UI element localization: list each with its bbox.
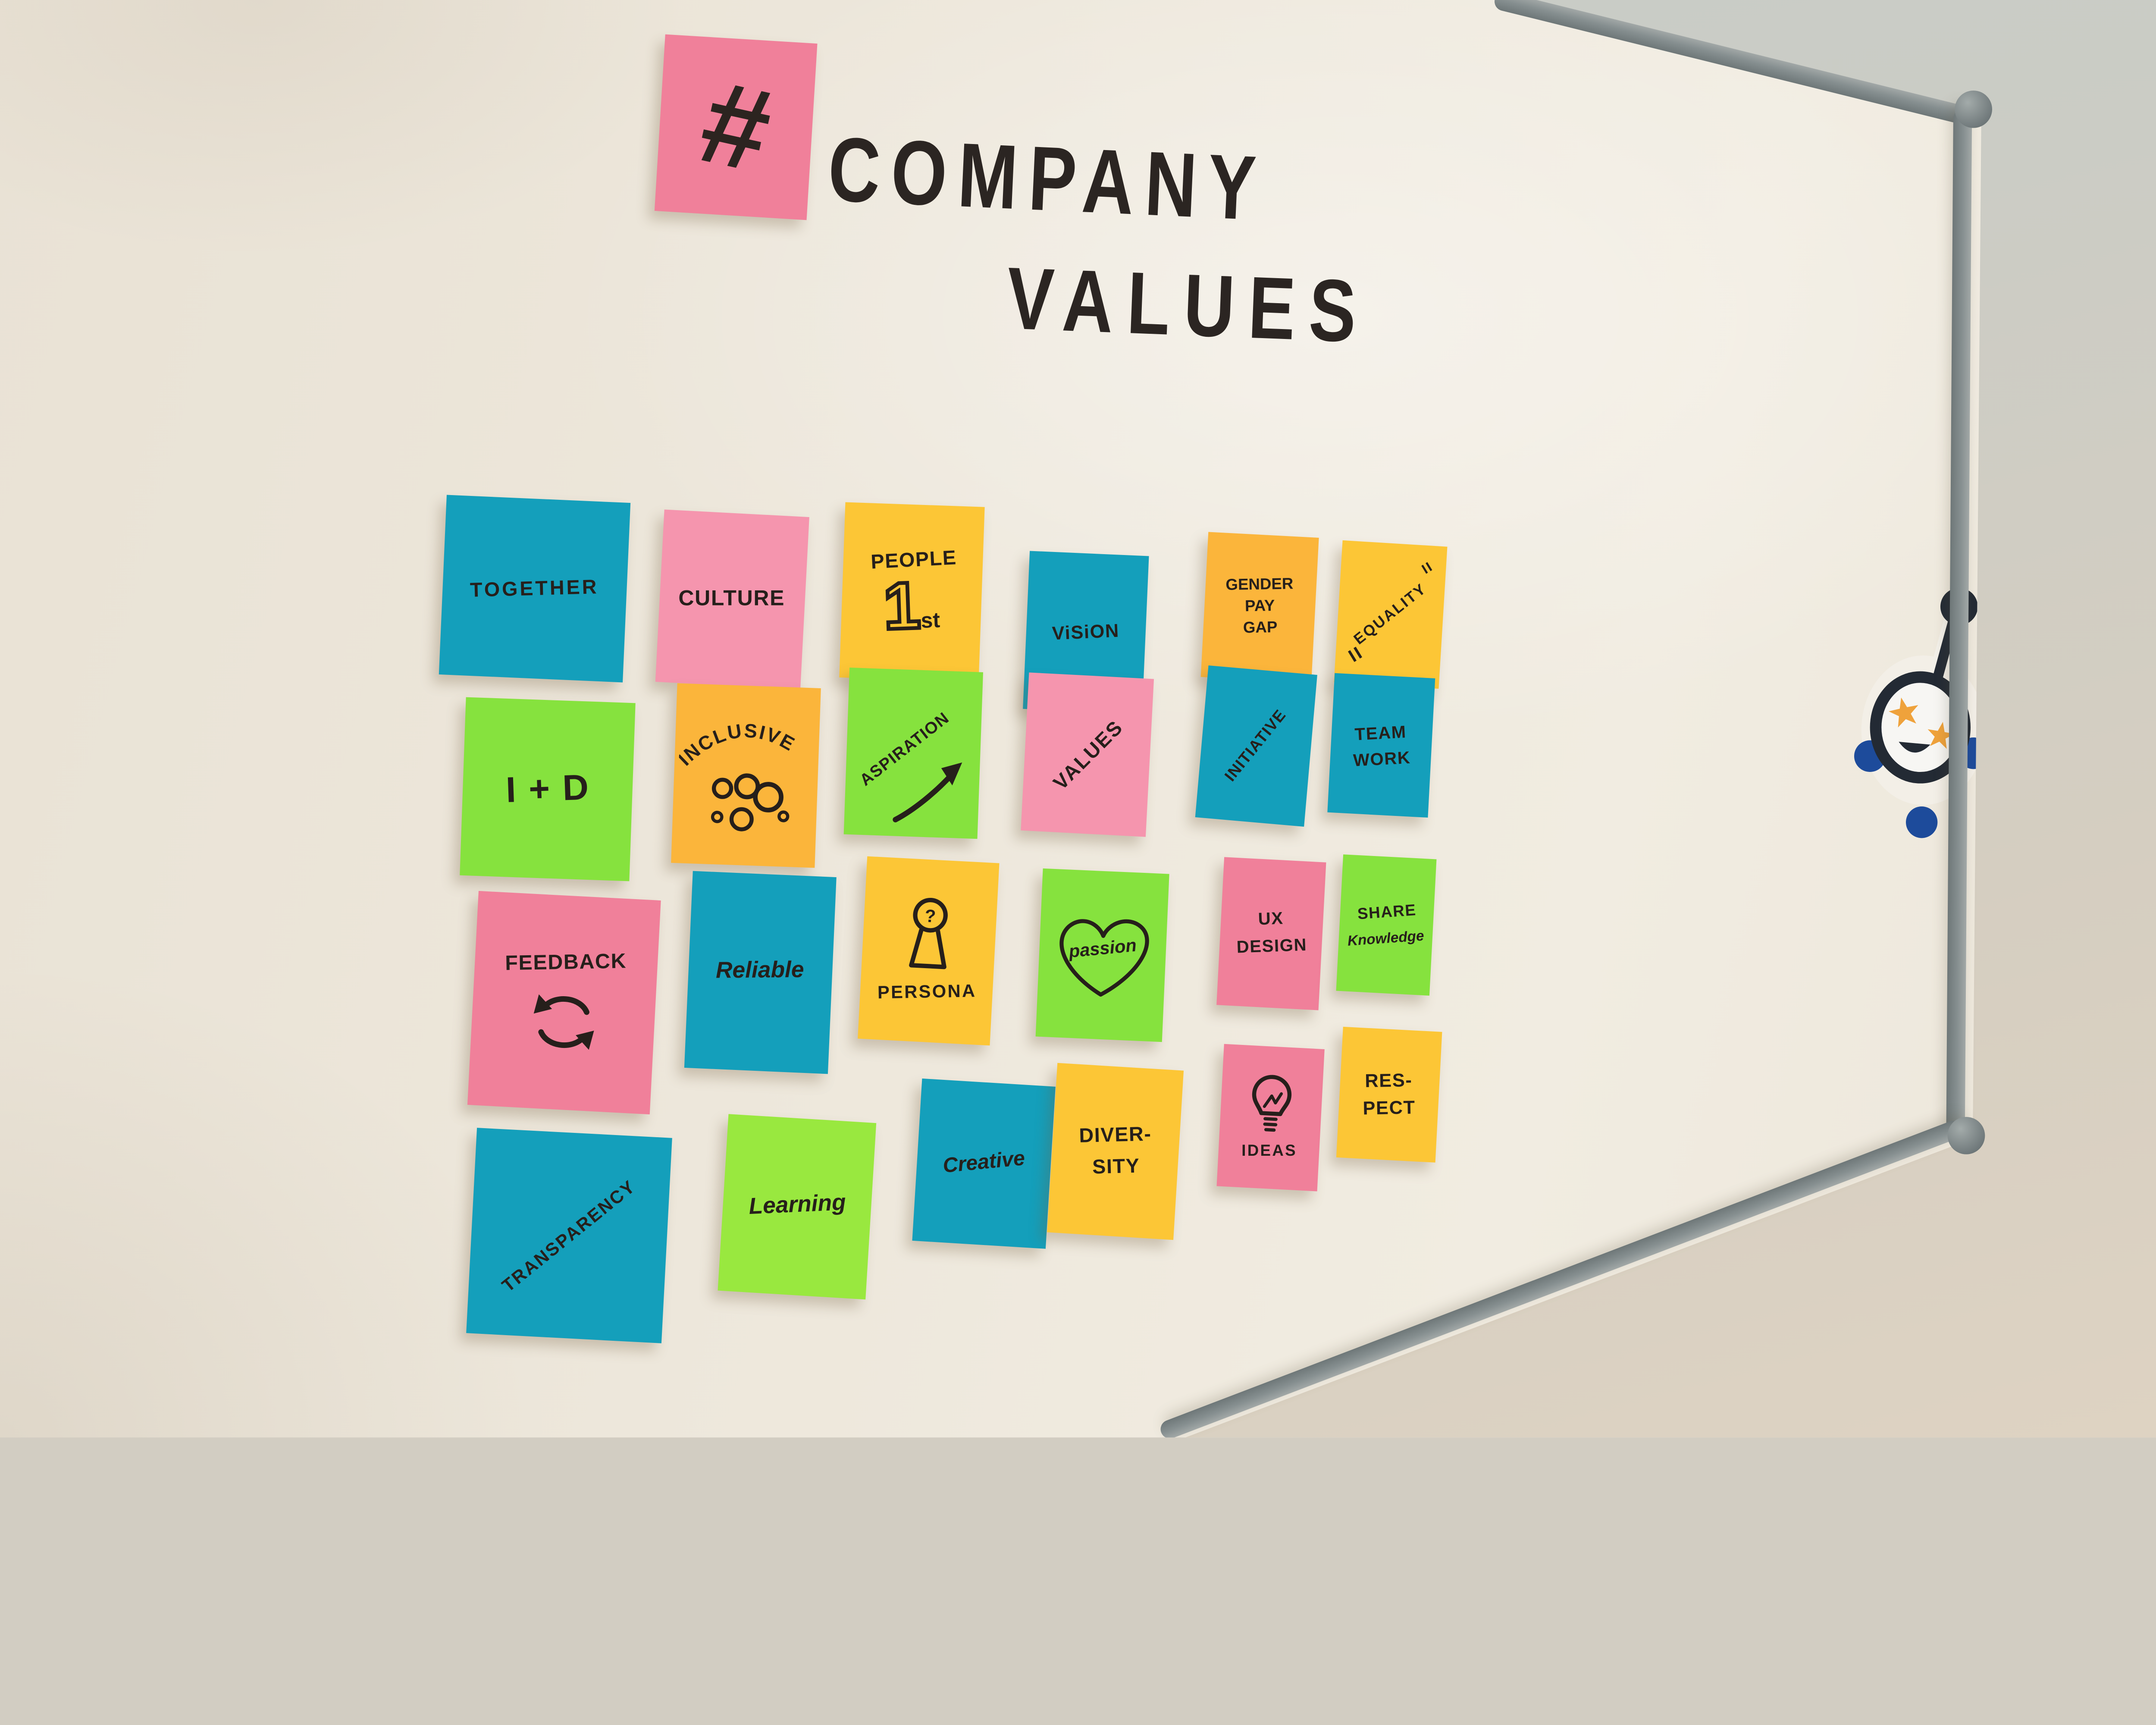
note-label: FEEDBACK — [505, 950, 627, 976]
note-label: SHARE — [1357, 903, 1417, 924]
sticky-note-gender-pay-gap: GENDER PAY GAP — [1200, 532, 1319, 683]
sticky-note-culture: CULTURE — [655, 509, 809, 690]
note-label: EQUALITY — [1350, 579, 1430, 648]
sticky-note-diversity: DIVER- SITY — [1047, 1063, 1184, 1240]
number-1st-icon: 1st — [881, 566, 941, 646]
sticky-note-team-work: TEAM WORK — [1327, 673, 1435, 818]
note-label: IDEAS — [1241, 1143, 1297, 1161]
equals-sign-icon: = — [1339, 641, 1370, 668]
note-label: INITIATIVE — [1222, 706, 1290, 785]
svg-text:?: ? — [924, 906, 937, 927]
equals-sign-icon: = — [1415, 557, 1440, 578]
sticky-note-passion: passion — [1035, 868, 1169, 1042]
sticky-note-aspiration: ASPIRATION — [843, 668, 983, 839]
cycle-arrows-icon — [533, 994, 593, 1050]
up-right-arrow-icon — [893, 762, 962, 822]
note-sublabel: Knowledge — [1347, 928, 1425, 950]
note-label: I + D — [505, 767, 591, 811]
sticky-note-ux-design: UX DESIGN — [1216, 857, 1326, 1010]
note-label: RES- PECT — [1363, 1068, 1416, 1118]
sticky-note-inclusive: INCLUSIVE — [671, 683, 821, 868]
hashtag-sticky-note: # — [654, 34, 818, 220]
magnet-dot-bottom — [1906, 806, 1938, 838]
whiteboard-photo: # COMPANY VALUES TOGETHER CULTURE PEOPLE… — [0, 0, 2156, 1438]
sticky-note-transparency: TRANSPARENCY — [466, 1128, 672, 1343]
note-label: Learning — [748, 1191, 846, 1220]
note-label: DIVER- SITY — [1078, 1122, 1152, 1178]
star-eye-right — [1927, 721, 1955, 749]
frame-corner-cap-bottom — [1947, 1117, 1985, 1154]
sticky-note-reliable: Reliable — [684, 871, 837, 1074]
star-eye-left — [1889, 697, 1918, 728]
board-title-line2: VALUES — [1005, 249, 1372, 361]
sticky-note-equality: = EQUALITY = — [1334, 540, 1448, 689]
note-label: GENDER PAY GAP — [1225, 576, 1294, 637]
sticky-note-values: VALUES — [1021, 672, 1154, 837]
lightbulb-icon — [1252, 1075, 1292, 1132]
sticky-note-people-1st: PEOPLE 1st — [839, 502, 985, 683]
sticky-note-together: TOGETHER — [439, 495, 631, 683]
sticky-note-persona: ? PERSONA — [858, 856, 1000, 1046]
sticky-note-initiative: INITIATIVE — [1195, 665, 1317, 827]
heart-outline-icon — [1059, 918, 1149, 996]
sticky-note-i-plus-d: I + D — [460, 697, 636, 881]
persona-question-icon: ? — [909, 898, 948, 970]
note-label: CULTURE — [679, 586, 786, 612]
note-label: PERSONA — [877, 981, 976, 1004]
note-label: Reliable — [716, 958, 805, 984]
note-label: TEAM WORK — [1353, 721, 1411, 770]
sticky-note-feedback: FEEDBACK — [467, 891, 661, 1115]
sticky-note-share-knowledge: SHARE Knowledge — [1336, 854, 1437, 996]
sticky-note-creative: Creative — [912, 1078, 1056, 1249]
robot-smile — [1899, 742, 1930, 753]
board-title-line1: COMPANY — [826, 119, 1269, 242]
sticky-note-respect: RES- PECT — [1336, 1026, 1442, 1163]
note-label: UX DESIGN — [1236, 908, 1307, 958]
note-label: Creative — [941, 1148, 1026, 1179]
hashtag-symbol: # — [689, 55, 783, 198]
note-label: TRANSPARENCY — [498, 1175, 640, 1295]
svg-text:INCLUSIVE: INCLUSIVE — [676, 716, 800, 773]
circles-cluster-icon: INCLUSIVE — [676, 716, 800, 831]
note-label: VALUES — [1047, 715, 1127, 794]
sticky-note-learning: Learning — [718, 1114, 877, 1300]
sticky-note-ideas: IDEAS — [1216, 1044, 1325, 1192]
note-label: TOGETHER — [470, 575, 599, 602]
frame-corner-cap-top — [1955, 91, 1992, 128]
note-label: ViSiON — [1052, 619, 1120, 643]
